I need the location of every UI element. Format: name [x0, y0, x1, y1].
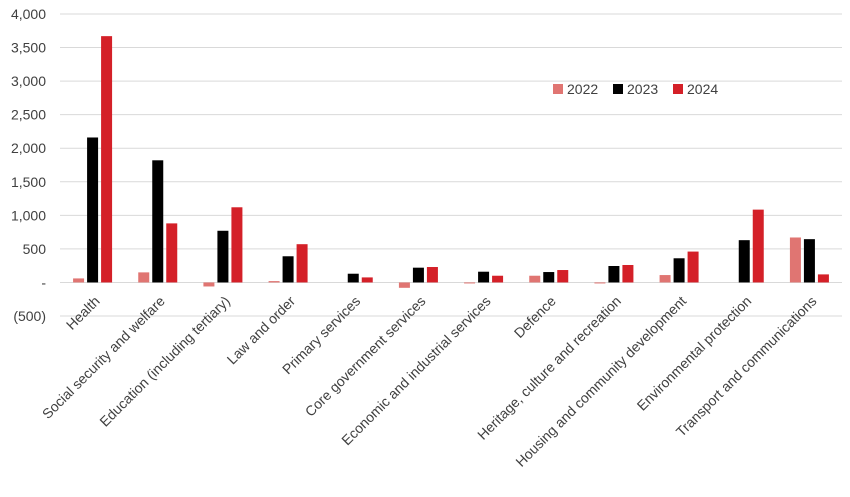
bar-2024-11 [817, 274, 829, 283]
bar-2023-7 [543, 272, 555, 283]
bar-2023-3 [282, 256, 294, 283]
bar-2022-3 [268, 281, 280, 283]
bar-2024-2 [231, 207, 243, 283]
bar-2022-8 [594, 282, 606, 284]
legend-label: 2022 [567, 81, 598, 97]
bar-2022-0 [73, 278, 85, 283]
legend: 2022 2023 2024 [553, 81, 718, 97]
bar-2024-0 [101, 36, 113, 283]
bar-2024-1 [166, 223, 178, 283]
legend-label: 2024 [687, 81, 718, 97]
bar-2024-9 [687, 251, 699, 283]
y-tick-label: 500 [23, 241, 47, 257]
bar-2023-5 [412, 267, 424, 283]
y-tick-label: - [41, 274, 46, 290]
bar-2022-7 [529, 275, 541, 283]
legend-swatch-2022 [553, 84, 563, 94]
bar-2024-6 [492, 275, 504, 283]
bar-2023-0 [87, 137, 99, 283]
x-tick-label: Social security and welfare [39, 293, 168, 422]
x-tick-label: Core government services [302, 293, 429, 420]
y-tick-label: 3,500 [11, 40, 46, 56]
legend-label: 2023 [627, 81, 658, 97]
bar-2024-4 [361, 277, 373, 283]
x-tick-label: Transport and communications [673, 293, 820, 440]
bar-2022-5 [398, 282, 410, 288]
bar-2024-5 [426, 267, 438, 283]
bar-2023-6 [478, 271, 490, 283]
x-tick-label: Law and order [224, 293, 299, 368]
bar-2023-11 [803, 239, 815, 283]
bar-2023-4 [347, 273, 359, 283]
legend-swatch-2024 [673, 84, 683, 94]
bar-2022-9 [659, 275, 671, 283]
bars [73, 36, 829, 288]
y-tick-label: 4,000 [11, 6, 46, 22]
bar-2023-2 [217, 230, 229, 283]
y-tick-label: 1,500 [11, 174, 46, 190]
y-tick-label: (500) [13, 308, 46, 324]
legend-swatch-2023 [613, 84, 623, 94]
gridlines [60, 13, 842, 317]
bar-2022-1 [138, 272, 150, 283]
y-tick-label: 3,000 [11, 73, 46, 89]
bar-2024-3 [296, 244, 308, 283]
bar-2023-10 [738, 240, 750, 283]
bar-2022-2 [203, 282, 215, 287]
bar-2022-11 [789, 237, 801, 283]
x-tick-label: Education (including tertiary) [96, 293, 233, 430]
y-axis-ticks: (500) - 500 1,000 1,500 2,000 2,500 3,000 3,500 4… [11, 6, 46, 324]
y-tick-label: 1,000 [11, 207, 46, 223]
bar-2023-8 [608, 266, 620, 283]
x-tick-label: Environmental protection [634, 293, 755, 414]
bar-2024-8 [622, 264, 634, 283]
x-tick-label: Health [63, 293, 103, 333]
x-tick-label: Defence [511, 293, 559, 341]
y-tick-label: 2,000 [11, 140, 46, 156]
bar-2024-10 [752, 209, 764, 283]
bar-2023-1 [152, 160, 164, 283]
bar-2022-6 [464, 282, 476, 284]
bar-2023-9 [673, 258, 685, 283]
y-tick-label: 2,500 [11, 107, 46, 123]
bar-2024-7 [557, 270, 569, 283]
